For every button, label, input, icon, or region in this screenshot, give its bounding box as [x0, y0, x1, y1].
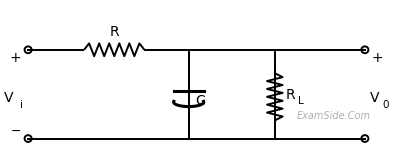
Text: L: L	[298, 96, 303, 106]
Text: C: C	[196, 94, 206, 108]
Text: R: R	[109, 25, 119, 39]
Text: ExamSide.Com: ExamSide.Com	[296, 112, 370, 121]
Text: R: R	[286, 88, 296, 102]
Text: V: V	[4, 91, 13, 105]
Text: V: V	[370, 91, 380, 105]
Text: +: +	[9, 51, 21, 65]
Text: −: −	[11, 125, 21, 138]
Text: 0: 0	[382, 100, 389, 111]
Text: i: i	[20, 100, 23, 111]
Text: +: +	[372, 51, 384, 65]
